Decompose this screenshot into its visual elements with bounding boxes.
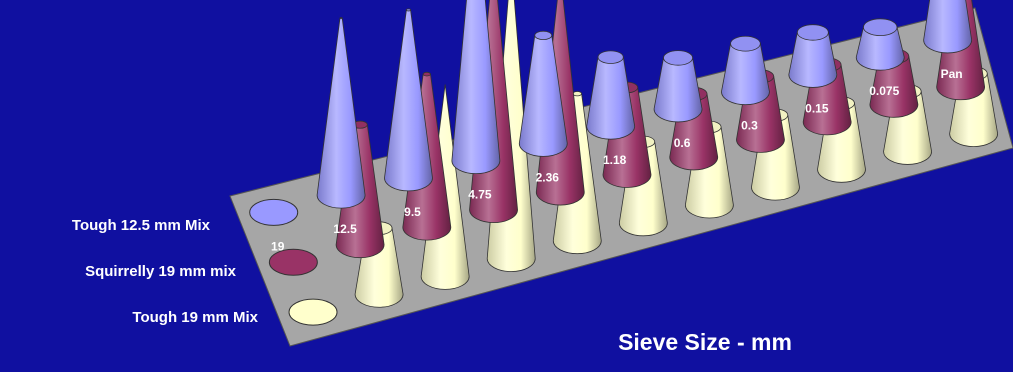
x-tick-label: 19 — [271, 239, 285, 253]
cone-body-2-3 — [451, 0, 501, 175]
cone-2-6 — [653, 50, 703, 123]
cone-top-2-8 — [796, 24, 829, 41]
cone-base-1-0 — [268, 248, 318, 276]
cone-2-0 — [249, 198, 299, 226]
cone-top-1-2 — [422, 71, 431, 77]
cone-2-10 — [923, 0, 973, 54]
cone-2-3 — [451, 0, 501, 175]
cone-top-0-4 — [572, 91, 582, 97]
cone-2-5 — [586, 50, 636, 140]
cones-layer — [249, 0, 999, 326]
cone-top-2-9 — [863, 18, 898, 36]
x-tick-label: Pan — [941, 67, 963, 81]
x-tick-label: 9.5 — [404, 205, 421, 219]
cone-1-0 — [268, 248, 318, 276]
series-labels: Tough 12.5 mm Mix Squirrelly 19 mm mix T… — [72, 217, 259, 326]
cone-2-9 — [855, 18, 905, 71]
x-tick-label: 0.15 — [805, 101, 829, 115]
x-tick-label: 0.3 — [741, 119, 758, 133]
cone-body-2-5 — [586, 56, 636, 140]
cone-base-0-0 — [288, 298, 338, 326]
cone-body-2-1 — [316, 17, 366, 209]
cone-2-2 — [384, 8, 433, 192]
cone-body-2-9 — [855, 26, 905, 71]
cone-2-4 — [518, 30, 568, 157]
cone-body-2-2 — [384, 9, 433, 192]
cone-0-0 — [288, 298, 338, 326]
cone-body-2-4 — [518, 35, 568, 157]
cone-top-2-1 — [339, 17, 343, 20]
cone-2-8 — [788, 24, 838, 88]
x-tick-label: 0.075 — [869, 84, 899, 98]
cone-body-2-7 — [721, 43, 770, 106]
cone-top-2-2 — [406, 8, 411, 12]
series-label-2: Tough 19 mm Mix — [132, 309, 258, 326]
cone-top-2-7 — [730, 35, 761, 52]
x-tick-label: 0.6 — [674, 136, 691, 150]
cone-body-2-10 — [923, 0, 973, 54]
x-tick-label: 4.75 — [468, 188, 492, 202]
cone-2-7 — [721, 35, 770, 106]
x-axis-title: Sieve Size - mm — [618, 329, 792, 355]
x-tick-label: 1.18 — [603, 153, 627, 167]
cone-top-2-4 — [534, 30, 553, 41]
x-tick-label: 12.5 — [333, 222, 357, 236]
cone-body-2-8 — [788, 32, 838, 88]
series-label-0: Tough 12.5 mm Mix — [72, 217, 211, 234]
cone-body-1-9 — [869, 55, 919, 118]
cone-base-2-0 — [249, 198, 299, 226]
cone-top-2-6 — [663, 50, 694, 66]
cone-2-1 — [316, 17, 366, 209]
series-label-1: Squirrelly 19 mm mix — [85, 263, 237, 280]
cone-body-2-6 — [653, 57, 703, 123]
x-tick-labels: 19 12.5 9.5 4.75 2.36 1.18 0.6 0.3 0.15 0.075 Pan — [271, 67, 963, 253]
x-tick-label: 2.36 — [536, 170, 560, 184]
cone-top-2-5 — [597, 50, 624, 64]
